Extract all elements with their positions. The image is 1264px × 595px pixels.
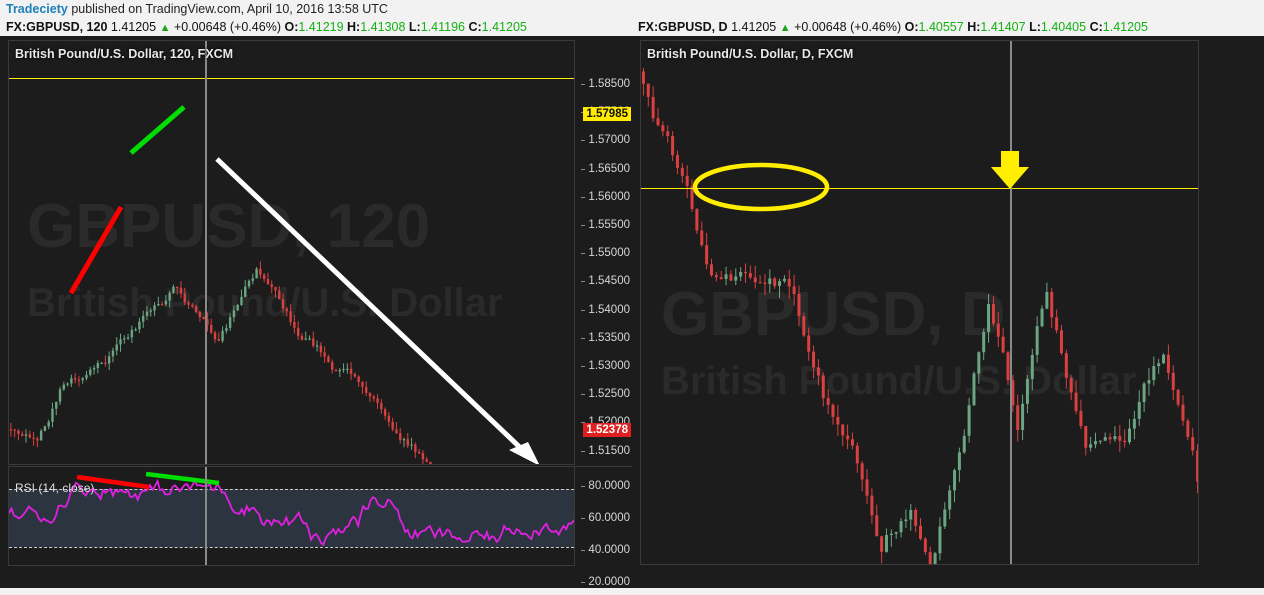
crosshair-vertical-left (205, 41, 207, 464)
chart-title-right: British Pound/U.S. Dollar, D, FXCM (647, 47, 854, 61)
low-value-left: 1.41196 (420, 20, 465, 34)
yellow-ellipse-highlight (692, 162, 830, 212)
axis-tick: 1.56500 (581, 162, 630, 175)
price-plot-right[interactable]: GBPUSD, D British Pound/U.S. Dollar Brit… (640, 40, 1199, 565)
resistance-line-left (9, 78, 574, 79)
header-bar: Tradeciety published on TradingView.com,… (0, 0, 1264, 36)
rsi-line-left (9, 478, 574, 547)
last-price-left: 1.41205 (110, 20, 157, 34)
footer-strip (0, 588, 1264, 595)
axis-tick: 1.56000 (581, 190, 630, 203)
low-value-right: 1.40405 (1040, 20, 1087, 34)
change-right: +0.00648 (+0.46%) (794, 20, 902, 34)
white-arrowhead-left (509, 442, 539, 464)
axis-tick: 1.52500 (581, 388, 630, 401)
close-value-left: 1.41205 (481, 20, 527, 34)
high-label-right: H: (967, 20, 981, 34)
chart-title-left: British Pound/U.S. Dollar, 120, FXCM (15, 47, 234, 61)
red-trendline-rsi (76, 474, 150, 490)
annotations-right (692, 151, 1029, 212)
rsi-band-fill (9, 489, 574, 547)
last-price-right: 1.41205 (731, 20, 777, 34)
price-axis-left[interactable]: 1.585001.575001.570001.565001.560001.555… (575, 76, 632, 595)
rsi-overbought-line (9, 489, 574, 490)
published-text: published on TradingView.com, April 10, … (67, 2, 388, 16)
red-trendline-price-left (68, 205, 124, 295)
quote-line-left: FX:GBPUSD, 120 1.41205 ▲ +0.00648 (+0.46… (6, 20, 527, 34)
axis-tick: 1.54500 (581, 275, 630, 288)
rsi-plot-left[interactable]: RSI (14, close) (8, 466, 575, 566)
annotations-left (68, 105, 539, 464)
high-value-left: 1.41308 (360, 20, 406, 34)
high-value-right: 1.41407 (980, 20, 1026, 34)
axis-tick: 1.54000 (581, 303, 630, 316)
close-label-right: C: (1089, 20, 1103, 34)
axis-tick: 60.0000 (581, 512, 630, 524)
axis-tick: 1.55500 (581, 219, 630, 231)
rsi-indicator-label[interactable]: RSI (14, close) (15, 481, 95, 495)
quote-line-right: FX:GBPUSD, D 1.41205 ▲ +0.00648 (+0.46%)… (638, 20, 1148, 34)
green-trendline-rsi (145, 471, 220, 486)
chart-panel-right[interactable]: GBPUSD, D British Pound/U.S. Dollar Brit… (632, 36, 1264, 595)
axis-tick: 20.0000 (581, 576, 630, 588)
close-label-left: C: (468, 20, 482, 34)
axis-tick: 1.51500 (581, 444, 630, 457)
axis-tick: 80.0000 (581, 480, 630, 492)
axis-tick: 1.55000 (581, 247, 630, 260)
crosshair-vertical-right (1010, 41, 1012, 564)
up-triangle-icon: ▲ (159, 22, 171, 34)
resistance-badge-left: 1.57985 (583, 107, 631, 121)
up-triangle-icon-right: ▲ (779, 22, 791, 34)
symbol-label-left[interactable]: FX:GBPUSD, 120 (6, 20, 108, 34)
axis-tick: 40.0000 (581, 544, 630, 556)
open-label-left: O: (284, 20, 299, 34)
axis-tick: 1.53000 (581, 360, 630, 372)
resistance-line-right (641, 188, 1198, 189)
close-value-right: 1.41205 (1102, 20, 1148, 34)
crosshair-vertical-rsi (205, 467, 207, 565)
chart-panel-left[interactable]: GBPUSD, 120 British Pound/U.S. Dollar Br… (0, 36, 632, 595)
high-label-left: H: (347, 20, 361, 34)
green-trendline-price-left (129, 105, 186, 155)
yellow-down-arrow-icon (991, 151, 1029, 189)
last-price-badge-left: 1.52378 (583, 423, 631, 437)
axis-tick: 1.53500 (581, 331, 630, 344)
low-label-left: L: (408, 20, 421, 34)
price-candles-left (9, 261, 432, 464)
change-left: +0.00648 (+0.46%) (173, 20, 281, 34)
axis-tick: 1.58500 (581, 78, 630, 90)
low-label-right: L: (1029, 20, 1041, 34)
open-value-left: 1.41219 (298, 20, 344, 34)
price-candles-right (641, 67, 1198, 564)
rsi-oversold-line (9, 547, 574, 548)
white-downtrend-arrow-left (215, 157, 531, 458)
publisher-line: Tradeciety published on TradingView.com,… (6, 2, 388, 16)
brand-link[interactable]: Tradeciety (6, 2, 68, 16)
axis-tick: 1.57000 (581, 134, 630, 147)
price-plot-left[interactable]: GBPUSD, 120 British Pound/U.S. Dollar Br… (8, 40, 575, 465)
open-value-right: 1.40557 (918, 20, 964, 34)
symbol-label-right[interactable]: FX:GBPUSD, D (638, 20, 728, 34)
open-label-right: O: (904, 20, 919, 34)
